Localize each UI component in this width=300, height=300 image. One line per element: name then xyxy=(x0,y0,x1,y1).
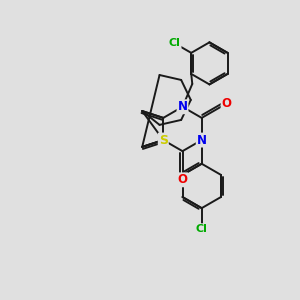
Text: S: S xyxy=(159,134,168,147)
Text: Cl: Cl xyxy=(169,38,181,48)
Text: N: N xyxy=(197,134,207,147)
Text: O: O xyxy=(178,173,188,186)
Text: N: N xyxy=(178,100,188,113)
Text: O: O xyxy=(221,97,232,110)
Text: Cl: Cl xyxy=(196,224,208,234)
